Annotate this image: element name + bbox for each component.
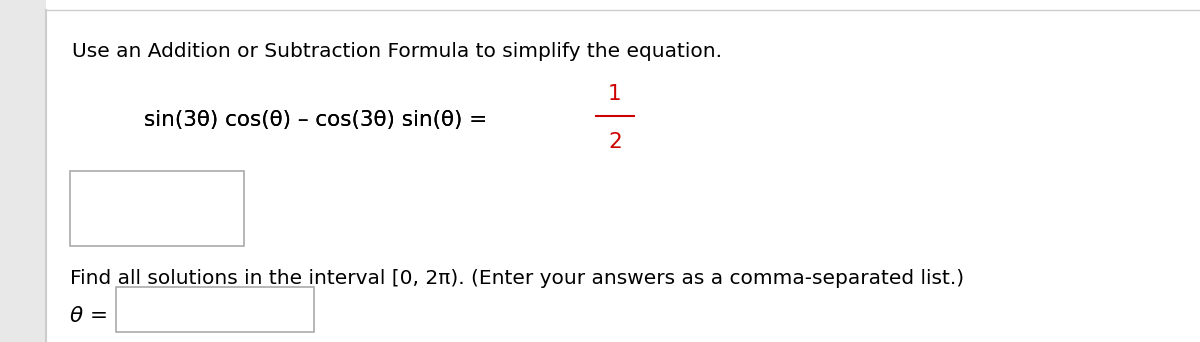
Text: sin(3θ) cos(θ) – cos(3θ) sin(θ) =: sin(3θ) cos(θ) – cos(3θ) sin(θ) =: [144, 110, 494, 130]
Text: sin(3θ) cos(θ) – cos(3θ) sin(θ) =: sin(3θ) cos(θ) – cos(3θ) sin(θ) =: [144, 110, 494, 130]
Text: 1: 1: [608, 84, 622, 104]
Text: 2: 2: [608, 132, 622, 152]
FancyBboxPatch shape: [70, 171, 244, 246]
Text: θ =: θ =: [70, 306, 108, 326]
FancyBboxPatch shape: [116, 287, 314, 332]
Text: Use an Addition or Subtraction Formula to simplify the equation.: Use an Addition or Subtraction Formula t…: [72, 42, 722, 61]
Text: Find all solutions in the interval [0, 2π). (Enter your answers as a comma-separ: Find all solutions in the interval [0, 2…: [70, 269, 964, 288]
FancyBboxPatch shape: [46, 0, 1200, 342]
